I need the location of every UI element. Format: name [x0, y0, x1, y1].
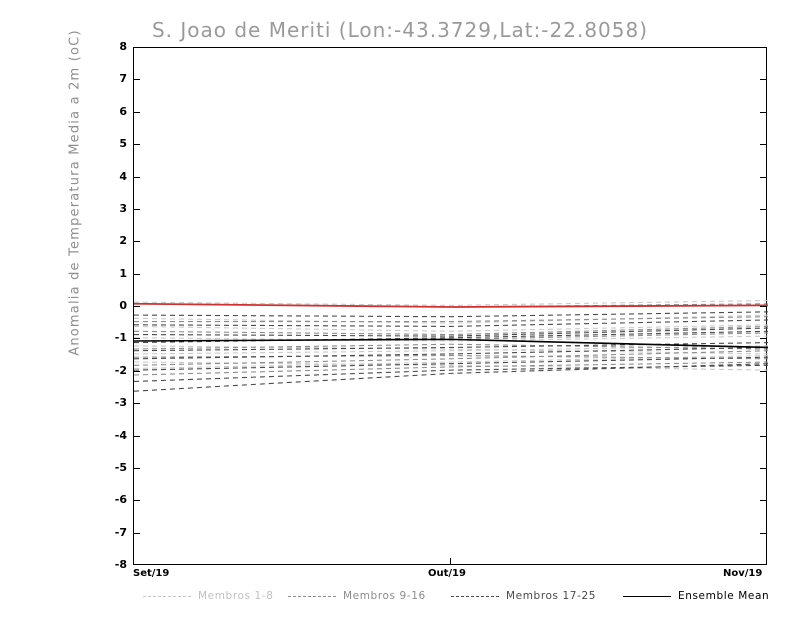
legend-key-dashed-line-icon	[143, 595, 191, 597]
y-tick-mark-right	[760, 306, 767, 307]
x-tick-label: Out/19	[428, 568, 466, 579]
y-tick-mark-right	[760, 273, 767, 275]
y-tick-mark	[133, 176, 140, 178]
y-tick-mark	[133, 306, 140, 307]
chart-title: S. Joao de Meriti (Lon:-43.3729,Lat:-22.…	[151, 18, 649, 42]
y-tick-label: -6	[114, 493, 127, 507]
y-tick-mark-right	[760, 241, 767, 243]
series-line	[134, 311, 768, 318]
plot-area	[133, 47, 768, 565]
series-line	[134, 355, 768, 370]
y-tick-mark-right	[760, 532, 767, 534]
chart-legend: Membros 1-8 Membros 9-16 Membros 17-25 Ense…	[133, 586, 773, 608]
legend-label: Ensemble Mean	[678, 590, 770, 602]
y-tick-mark-right	[760, 208, 767, 210]
y-tick-label: -7	[114, 525, 127, 539]
y-tick-mark-right	[760, 403, 767, 405]
series-line	[134, 364, 768, 383]
legend-label: Membros 9-16	[343, 590, 426, 602]
series-line	[134, 356, 768, 371]
series-line	[134, 319, 768, 327]
y-tick-mark-right	[760, 338, 767, 340]
series-line	[134, 342, 768, 352]
legend-item: Membros 9-16	[288, 586, 426, 606]
y-tick-label: -8	[114, 558, 127, 571]
y-tick-label: 1	[119, 266, 127, 280]
y-tick-label: 8	[119, 40, 127, 53]
y-tick-mark	[133, 532, 140, 534]
series-line	[134, 345, 768, 355]
series-line	[134, 327, 768, 337]
y-tick-mark	[133, 403, 140, 405]
series-line	[134, 316, 768, 323]
y-tick-label: 0	[119, 299, 127, 312]
y-tick-mark-right	[760, 176, 767, 178]
y-tick-mark	[133, 435, 140, 437]
y-tick-label: -3	[114, 396, 127, 410]
legend-key-dashed-line-icon	[288, 595, 336, 597]
series-line	[134, 361, 768, 371]
y-tick-label: -2	[114, 363, 127, 377]
x-tick-mark	[450, 558, 451, 565]
y-tick-mark	[133, 500, 140, 502]
y-tick-label: 2	[119, 234, 127, 248]
series-line	[134, 363, 768, 392]
series-line	[134, 345, 768, 355]
y-tick-mark	[133, 273, 140, 275]
series-line	[134, 343, 768, 350]
legend-key-dashed-line-icon	[451, 595, 499, 597]
y-tick-mark-right	[760, 370, 767, 372]
legend-key-solid-line-icon	[623, 595, 671, 597]
y-tick-mark	[133, 370, 140, 372]
legend-item: Membros 1-8	[143, 586, 273, 606]
y-tick-label: -4	[114, 428, 127, 442]
y-tick-mark	[133, 208, 140, 210]
y-tick-label: 7	[119, 72, 127, 86]
series-line	[134, 335, 768, 342]
y-tick-mark	[133, 241, 140, 243]
y-tick-mark	[133, 79, 140, 81]
legend-item: Membros 17-25	[451, 586, 596, 606]
series-line	[134, 299, 768, 306]
series-line	[134, 302, 768, 308]
series-line	[134, 325, 768, 336]
legend-label: Membros 1-8	[198, 590, 274, 602]
series-line	[134, 324, 768, 332]
x-tick-label: Set/19	[133, 568, 170, 579]
y-tick-label: -5	[114, 460, 127, 474]
series-line	[134, 346, 768, 360]
y-tick-mark	[133, 111, 140, 113]
legend-label: Membros 17-25	[506, 590, 597, 602]
y-tick-label: 3	[119, 201, 127, 215]
y-tick-label: 5	[119, 137, 127, 151]
y-tick-mark-right	[760, 435, 767, 437]
series-line	[134, 314, 768, 324]
y-tick-mark	[133, 144, 140, 146]
y-tick-mark-right	[760, 467, 767, 469]
legend-item: Ensemble Mean	[623, 586, 769, 606]
y-tick-mark-right	[760, 111, 767, 113]
y-tick-mark-right	[760, 144, 767, 146]
y-tick-label: 6	[119, 104, 127, 118]
series-line	[134, 338, 768, 349]
y-tick-mark	[133, 338, 140, 340]
y-tick-label: 4	[119, 169, 127, 183]
series-line	[134, 350, 768, 366]
series-line	[134, 330, 768, 344]
y-axis-label: Anomalia de Temperatura Media a 2m (oC)	[67, 29, 83, 356]
y-tick-mark	[133, 467, 140, 469]
series-canvas	[134, 299, 768, 392]
y-tick-mark-right	[760, 500, 767, 502]
y-tick-label: -1	[114, 331, 127, 345]
series-line	[134, 361, 768, 376]
y-tick-mark-right	[760, 79, 767, 81]
series-line	[134, 355, 768, 360]
x-tick-label: Nov/19	[723, 568, 763, 579]
